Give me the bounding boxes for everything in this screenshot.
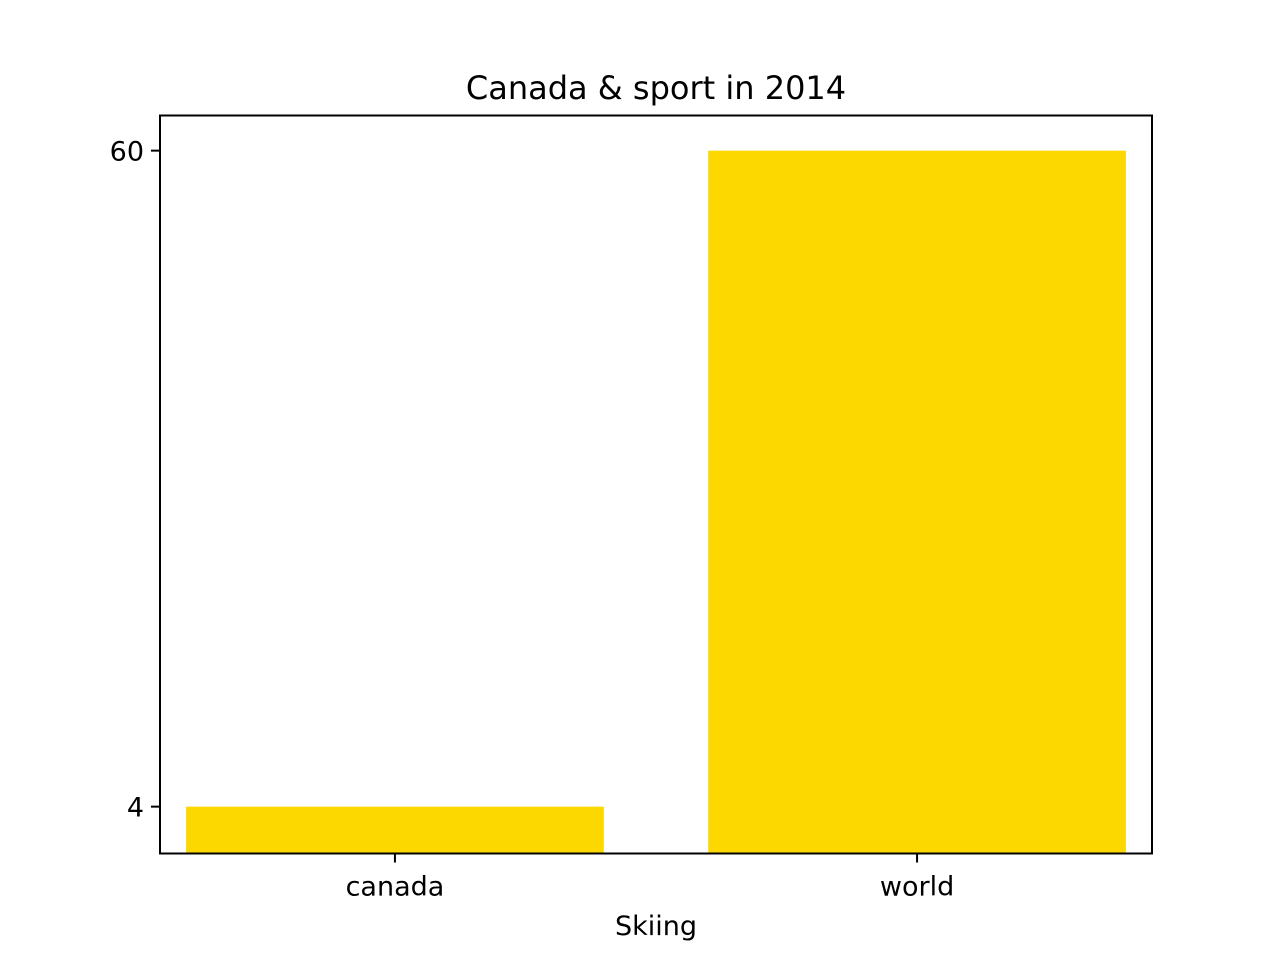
plot-frame [159, 114, 1153, 855]
x-tick-label: world [880, 872, 954, 903]
x-tick-label: canada [346, 872, 445, 903]
y-tick-label: 4 [127, 793, 144, 824]
y-tick-label: 60 [110, 137, 144, 168]
bar-world [708, 150, 1126, 854]
y-axis: 4 60 [110, 137, 160, 824]
bars-layer [186, 150, 1126, 854]
chart-title: Canada & sport in 2014 [466, 69, 846, 107]
x-axis: canada world [346, 853, 954, 903]
x-axis-title: Skiing [615, 911, 697, 942]
bar-canada [186, 806, 604, 854]
